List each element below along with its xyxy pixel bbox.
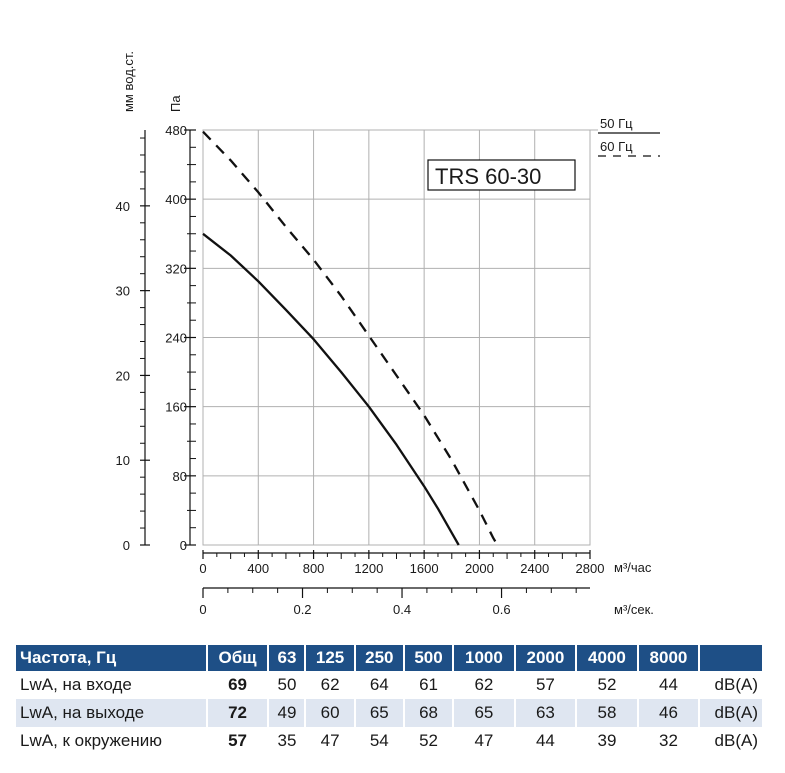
header-2000: 2000	[515, 645, 576, 671]
y-mm-tick-label: 20	[116, 368, 130, 383]
x2-axis-unit-label: м³/сек.	[614, 602, 654, 617]
x-flow-tick-label: 2400	[520, 561, 549, 576]
row-value: 35	[277, 731, 297, 750]
sound-level-table: Частота, Гц Общ 63 125 250 500 1000 2000…	[14, 645, 764, 755]
row-value: 63	[515, 699, 576, 727]
row-value: 44	[659, 675, 678, 694]
row-value: 52	[419, 731, 438, 750]
header-frequency: Частота, Гц	[16, 645, 206, 671]
y-pa-tick-label: 240	[165, 331, 187, 346]
row-value: 58	[577, 699, 637, 727]
header-500: 500	[404, 645, 453, 671]
x-flow2-tick-label: 0.4	[393, 602, 411, 617]
header-4000: 4000	[577, 645, 637, 671]
row-value: 46	[638, 699, 699, 727]
x2-unit-text: м³/сек.	[614, 602, 654, 617]
legend-label-50hz: 50 Гц	[600, 116, 633, 131]
row-label: LwA, на выходе	[16, 699, 206, 727]
header-1000: 1000	[454, 645, 514, 671]
row-value: 57	[535, 675, 555, 694]
x-flow-tick-label: 2800	[576, 561, 605, 576]
row-value: 62	[474, 675, 494, 694]
row-unit: dB(A)	[714, 731, 758, 750]
x-flow2-tick-label: 0	[199, 602, 206, 617]
row-value: 64	[369, 675, 389, 694]
row-value: 47	[320, 731, 340, 750]
sound-table-header: Частота, Гц Общ 63 125 250 500 1000 2000…	[16, 645, 762, 671]
x-flow-tick-label: 1200	[354, 561, 383, 576]
y-pa-tick-label: 480	[165, 123, 187, 138]
x-flow-tick-label: 0	[199, 561, 206, 576]
y-right-axis-label: Па	[168, 95, 183, 112]
curve-60hz	[202, 130, 499, 546]
model-label-box: TRS 60-30	[427, 159, 576, 191]
row-value: 68	[404, 699, 453, 727]
row-value: 65	[355, 699, 403, 727]
x-axis-unit-label: м³/час	[614, 560, 652, 575]
row-unit: dB(A)	[700, 699, 762, 727]
chart-grid	[202, 129, 598, 546]
y-mm-tick-label: 40	[116, 199, 130, 214]
row-value: 62	[320, 675, 340, 694]
row-value: 32	[659, 731, 678, 750]
row-value: 65	[454, 699, 514, 727]
header-125: 125	[306, 645, 354, 671]
x-flow-tick-label: 400	[247, 561, 269, 576]
header-total: Общ	[207, 645, 268, 671]
y-mm-tick-label: 10	[116, 453, 130, 468]
x-flow2-tick-label: 0.2	[293, 602, 311, 617]
row-value: 50	[277, 675, 297, 694]
table-row: LwA, на входе 69 50 62 64 61 62 57 52 44…	[16, 671, 762, 699]
row-value: 44	[535, 731, 555, 750]
y-mm-tick-label: 0	[123, 538, 130, 553]
y-mm-tick-label: 30	[116, 284, 130, 299]
header-250: 250	[355, 645, 403, 671]
y-pa-tick-label: 0	[180, 538, 187, 553]
row-value: 60	[306, 699, 354, 727]
x-flow-tick-label: 2000	[465, 561, 494, 576]
row-total: 69	[228, 675, 248, 694]
row-value: 39	[597, 731, 617, 750]
x-flow2-tick-label: 0.6	[493, 602, 511, 617]
row-total: 72	[207, 699, 268, 727]
row-value: 49	[269, 699, 305, 727]
model-label-frame	[427, 159, 576, 191]
y-pa-tick-label: 80	[173, 469, 187, 484]
x-flow-tick-label: 1600	[410, 561, 439, 576]
y-pa-tick-label: 320	[165, 261, 187, 276]
row-label: LwA, к окружению	[20, 731, 162, 750]
table-row: LwA, к окружению 57 35 47 54 52 47 44 39…	[16, 727, 762, 755]
chart-curves	[202, 130, 499, 546]
chart-axes	[140, 129, 591, 598]
y-left-axis-label: мм вод.ст.	[121, 51, 136, 112]
row-label: LwA, на входе	[20, 675, 132, 694]
row-value: 52	[597, 675, 617, 694]
legend: 50 Гц 60 Гц	[598, 116, 660, 157]
model-label: TRS 60-30	[435, 164, 541, 189]
legend-label-60hz: 60 Гц	[600, 139, 633, 154]
y-pa-tick-label: 160	[165, 400, 187, 415]
row-total: 57	[228, 731, 248, 750]
x-flow-tick-label: 800	[303, 561, 325, 576]
curve-50hz	[202, 232, 460, 546]
x-unit-text: м³/час	[614, 560, 652, 575]
row-value: 61	[419, 675, 438, 694]
y-pa-tick-label: 400	[165, 192, 187, 207]
row-value: 54	[369, 731, 389, 750]
header-63: 63	[269, 645, 305, 671]
row-unit: dB(A)	[714, 675, 758, 694]
table-row: LwA, на выходе 72 49 60 65 68 65 63 58 4…	[16, 699, 762, 727]
row-value: 47	[474, 731, 494, 750]
header-8000: 8000	[638, 645, 699, 671]
header-unit	[700, 645, 762, 671]
